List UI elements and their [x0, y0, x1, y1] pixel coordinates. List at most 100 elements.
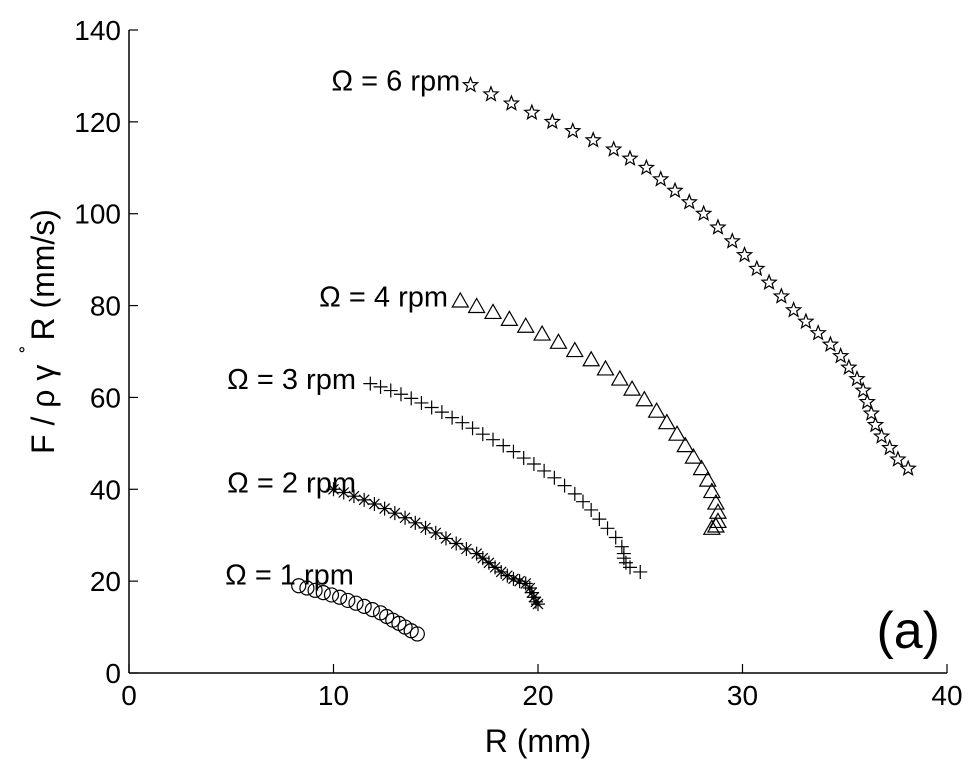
data-point [623, 560, 638, 575]
series [363, 376, 648, 579]
data-point [862, 404, 881, 421]
data-point [494, 564, 509, 579]
data-point [377, 501, 392, 516]
data-point [451, 291, 470, 308]
data-point [772, 287, 791, 304]
data-point [428, 525, 443, 540]
series [451, 291, 727, 535]
data-point [706, 516, 725, 533]
series [326, 482, 545, 612]
data-point [461, 75, 480, 93]
data-point [694, 204, 713, 222]
data-point [522, 581, 537, 596]
data-point [575, 494, 590, 509]
data-point [698, 470, 717, 487]
data-point [899, 459, 917, 477]
data-point [348, 595, 364, 611]
series-label: Ω = 2 rpm [227, 467, 356, 499]
data-point [651, 170, 670, 187]
data-point [512, 574, 527, 589]
data-point [438, 531, 453, 546]
data-point [465, 421, 480, 436]
data-point [684, 447, 703, 464]
data-point [488, 560, 503, 575]
data-point [881, 438, 899, 456]
data-point [516, 451, 531, 466]
data-point [657, 413, 676, 430]
data-point [702, 482, 721, 499]
data-point [346, 489, 361, 504]
data-point [676, 436, 695, 453]
data-point [455, 415, 470, 430]
data-point [621, 149, 639, 167]
data-point [383, 383, 398, 398]
data-point [533, 324, 552, 341]
y-axis-title-ring: ˚ [17, 345, 42, 352]
data-point [387, 506, 402, 521]
x-tick-label: 20 [522, 680, 553, 711]
y-tick-label: 0 [105, 658, 121, 689]
data-point [409, 626, 425, 642]
data-point [483, 303, 503, 320]
data-point [584, 131, 602, 148]
data-point [848, 369, 866, 387]
panel-label: (a) [876, 602, 940, 660]
data-point [633, 564, 648, 579]
series-layer [291, 75, 917, 642]
data-point [526, 457, 541, 472]
series-label: Ω = 3 rpm [227, 364, 356, 396]
data-point [524, 585, 539, 600]
data-point [475, 427, 490, 442]
y-tick-label: 120 [74, 107, 121, 138]
data-point [424, 400, 439, 415]
data-point [702, 519, 721, 535]
data-point [367, 496, 382, 511]
series-label: Ω = 1 rpm [225, 559, 354, 591]
data-point [404, 391, 419, 406]
data-point [858, 392, 876, 410]
data-point [459, 541, 474, 556]
data-point [486, 432, 501, 447]
data-point [523, 103, 541, 121]
data-point [398, 510, 413, 525]
data-point [315, 585, 331, 601]
data-point [872, 427, 891, 444]
data-point [809, 323, 827, 341]
data-point [356, 598, 372, 615]
data-point [537, 463, 552, 478]
x-axis-title: R (mm) [485, 723, 592, 759]
data-point [336, 485, 351, 500]
series-label: Ω = 4 rpm [319, 281, 448, 313]
data-point [600, 521, 615, 536]
data-point [565, 341, 584, 358]
data-point [797, 312, 815, 330]
y-tick-label: 100 [74, 199, 121, 230]
y-tick-label: 20 [90, 566, 121, 597]
data-point [475, 551, 490, 566]
svg-text:F / ρ γ ˚ R (mm/s): F / ρ γ ˚ R (mm/s) [8, 209, 61, 454]
data-point [866, 415, 885, 433]
x-tick-label: 10 [318, 680, 349, 711]
data-point [506, 571, 521, 586]
data-point [821, 335, 840, 353]
data-point [418, 520, 433, 535]
data-point [364, 602, 380, 618]
series-label: Ω = 6 rpm [331, 66, 460, 98]
data-point [500, 310, 519, 326]
data-point [549, 333, 568, 349]
data-point [668, 424, 687, 441]
x-tick-label: 30 [727, 680, 758, 711]
data-point [516, 317, 535, 333]
data-point [307, 582, 323, 598]
y-tick-label: 40 [90, 474, 121, 505]
data-point [610, 369, 629, 386]
data-point [531, 597, 545, 612]
y-axis-title-tail: R (mm/s) [25, 209, 61, 341]
data-point [723, 232, 742, 249]
data-point [373, 379, 388, 394]
axes: 0 10 20 30 40 0 20 40 60 80 100 120 140 [74, 15, 962, 711]
data-point [623, 379, 642, 396]
data-point [414, 395, 429, 410]
data-point [299, 580, 315, 596]
data-point [692, 459, 711, 476]
